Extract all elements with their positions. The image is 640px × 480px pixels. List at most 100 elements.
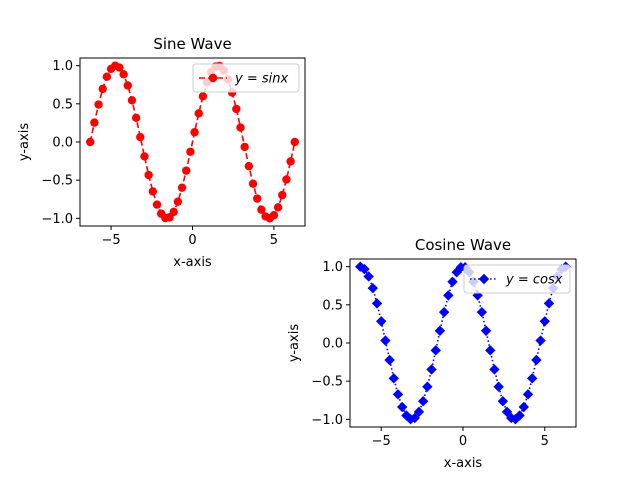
data-point [173,197,183,206]
x-axis-label: x-axis [444,456,483,471]
chart-title: Sine Wave [153,35,231,53]
data-point [476,306,488,318]
data-point [102,72,112,81]
data-point [273,203,283,212]
legend-box [463,264,571,294]
data-point [430,345,441,356]
data-point [169,207,178,217]
data-point [371,298,383,309]
data-point [363,271,374,282]
data-point [269,211,279,220]
data-point [98,84,107,94]
data-point [376,316,387,327]
data-point [493,381,504,392]
data-point [447,276,458,287]
y-tick-label: 0.5 [322,298,343,313]
legend-marker-swatch [478,273,490,285]
y-tick-label: 1.0 [52,59,73,74]
data-point [194,109,203,118]
data-point [422,381,433,392]
data-point [443,290,454,301]
data-point [282,175,291,184]
x-tick-label: −5 [372,434,391,449]
y-tick-label: −1.0 [41,212,73,227]
data-point [396,401,408,413]
data-point [140,152,149,161]
data-point [131,113,141,123]
sine-subplot: Sine Wave −5 0 5 −1.0 −0.5 0.0 0.5 1.0 x-axis y-ax… [17,35,306,270]
data-point [286,157,295,166]
x-axis-label: x-axis [173,255,212,270]
data-point [148,187,158,196]
chart-title: Cosine Wave [415,236,511,254]
data-point [253,194,262,203]
data-point [413,406,425,418]
data-point [94,100,103,109]
data-point [198,92,208,101]
data-point [485,345,496,356]
data-point [438,306,450,318]
data-point [510,414,521,425]
data-point [177,183,187,192]
x-tick-label: −5 [102,233,121,248]
data-point [426,364,437,375]
data-point [384,354,395,366]
legend: y = sinx [192,63,300,93]
data-point [115,63,124,72]
x-tick-label: 0 [188,233,196,248]
data-point [392,389,404,400]
data-point [278,190,287,200]
legend-marker-swatch [208,73,218,83]
y-axis-label: y-axis [17,123,32,161]
y-tick-label: 1.0 [322,260,343,275]
data-point [531,354,542,366]
data-point [543,298,555,309]
x-tick-label: 5 [541,434,549,449]
data-point [257,205,266,214]
data-point [119,70,128,79]
legend-label: y = sinx [234,72,288,87]
data-point [240,142,249,152]
data-point [388,373,399,384]
data-point [522,389,534,400]
data-point [123,81,132,90]
data-point [367,282,379,294]
data-point [136,132,145,142]
data-point [90,118,99,127]
legend-box [192,63,300,93]
data-point [518,401,530,413]
data-point [497,396,509,407]
data-point [248,179,258,188]
data-point [182,166,191,175]
data-point [190,128,199,137]
data-point [380,335,391,346]
y-tick-label: −0.5 [311,375,343,390]
data-point [86,137,95,147]
data-point [480,325,492,336]
y-tick-label: −1.0 [311,413,343,428]
data-point [359,263,370,275]
data-point [127,96,137,105]
data-point [290,137,299,147]
y-tick-label: −0.5 [41,174,73,189]
legend: y = cosx [463,264,571,294]
data-point [417,396,429,407]
y-tick-label: 0.0 [322,337,343,352]
legend-label: y = cosx [505,273,563,288]
data-point [535,335,546,346]
data-point [539,316,550,327]
x-tick-label: 5 [270,233,278,248]
data-point [236,123,245,132]
data-point [144,170,153,180]
cosine-subplot: Cosine Wave −5 0 5 −1.0 −0.5 0.0 0.5 1.0 x-axis y-… [287,236,577,471]
data-point [244,161,254,171]
data-point [527,373,538,384]
data-point [489,364,500,375]
data-point [434,325,446,336]
data-point [186,147,195,156]
y-tick-label: 0.0 [52,136,73,151]
data-point [152,200,162,209]
y-tick-label: 0.5 [52,97,73,112]
